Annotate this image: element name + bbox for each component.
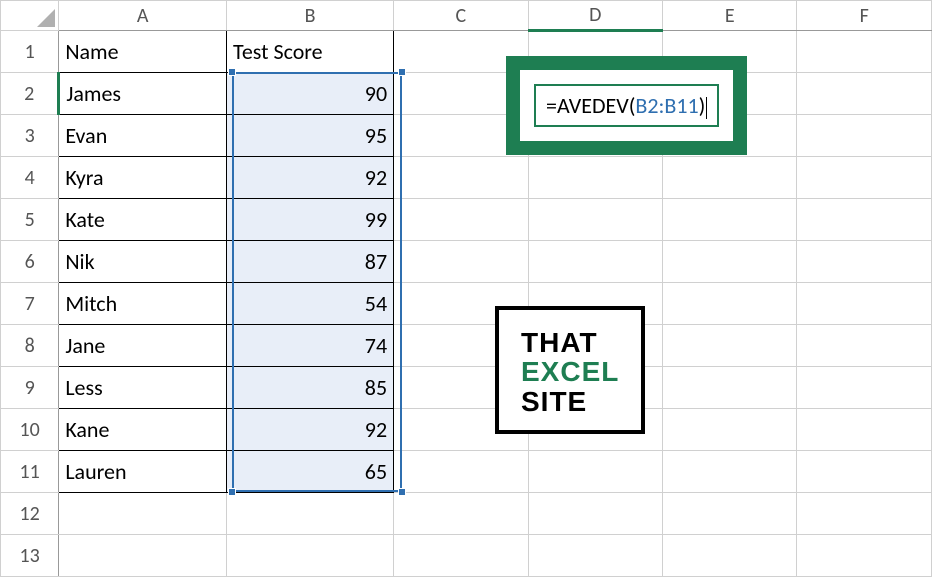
cell-B4[interactable]: 92 (227, 157, 394, 199)
cell-D12[interactable] (528, 493, 662, 535)
cell-D5[interactable] (528, 199, 662, 241)
cell-F6[interactable] (797, 241, 932, 283)
col-header-D[interactable]: D (528, 1, 662, 31)
cell-B13[interactable] (227, 535, 394, 577)
cell-C6[interactable] (394, 241, 528, 283)
row-header-11[interactable]: 11 (1, 451, 59, 493)
col-header-B[interactable]: B (227, 1, 394, 31)
col-header-A[interactable]: A (59, 1, 227, 31)
row-header-9[interactable]: 9 (1, 367, 59, 409)
cell-B9[interactable]: 85 (227, 367, 394, 409)
logo-line-3: SITE (521, 387, 619, 416)
cell-E4[interactable] (663, 157, 797, 199)
cell-F1[interactable] (797, 31, 932, 73)
cell-B7[interactable]: 54 (227, 283, 394, 325)
cell-B1[interactable]: Test Score (227, 31, 394, 73)
cell-B6[interactable]: 87 (227, 241, 394, 283)
row-header-13[interactable]: 13 (1, 535, 59, 577)
site-logo: THAT EXCEL SITE (495, 306, 645, 434)
cell-E8[interactable] (663, 325, 797, 367)
cell-A4[interactable]: Kyra (59, 157, 227, 199)
cell-E10[interactable] (663, 409, 797, 451)
row-header-6[interactable]: 6 (1, 241, 59, 283)
cell-B11[interactable]: 65 (227, 451, 394, 493)
col-header-C[interactable]: C (394, 1, 528, 31)
cell-A3[interactable]: Evan (59, 115, 227, 157)
row-header-5[interactable]: 5 (1, 199, 59, 241)
formula-callout: =AVEDEV(B2:B11) (506, 56, 747, 155)
row-header-3[interactable]: 3 (1, 115, 59, 157)
cell-B12[interactable] (227, 493, 394, 535)
cell-C5[interactable] (394, 199, 528, 241)
spreadsheet-grid[interactable]: A B C D E F 1 Name Test Score 2 James 90… (0, 0, 932, 577)
cell-A13[interactable] (59, 535, 227, 577)
cell-E13[interactable] (663, 535, 797, 577)
cell-C4[interactable] (394, 157, 528, 199)
cell-D6[interactable] (528, 241, 662, 283)
row-header-2[interactable]: 2 (1, 73, 59, 115)
col-header-F[interactable]: F (797, 1, 932, 31)
cell-F13[interactable] (797, 535, 932, 577)
select-all-corner[interactable] (1, 1, 59, 31)
cell-A6[interactable]: Nik (59, 241, 227, 283)
cell-E11[interactable] (663, 451, 797, 493)
cell-A1[interactable]: Name (59, 31, 227, 73)
cell-A2[interactable]: James (59, 73, 227, 115)
cell-E6[interactable] (663, 241, 797, 283)
cell-F2[interactable] (797, 73, 932, 115)
cell-C12[interactable] (394, 493, 528, 535)
row-header-12[interactable]: 12 (1, 493, 59, 535)
cell-A9[interactable]: Less (59, 367, 227, 409)
row-header-8[interactable]: 8 (1, 325, 59, 367)
logo-line-2: EXCEL (521, 357, 619, 386)
cell-D13[interactable] (528, 535, 662, 577)
cell-E7[interactable] (663, 283, 797, 325)
cell-F9[interactable] (797, 367, 932, 409)
cell-E12[interactable] (663, 493, 797, 535)
row-header-4[interactable]: 4 (1, 157, 59, 199)
formula-range-ref: B2:B11 (635, 92, 698, 119)
cell-F11[interactable] (797, 451, 932, 493)
row-header-10[interactable]: 10 (1, 409, 59, 451)
cell-F10[interactable] (797, 409, 932, 451)
cell-E5[interactable] (663, 199, 797, 241)
col-header-E[interactable]: E (663, 1, 797, 31)
formula-suffix: ) (699, 92, 706, 119)
cell-F12[interactable] (797, 493, 932, 535)
logo-line-1: THAT (521, 328, 619, 357)
text-cursor (706, 97, 707, 119)
cell-C11[interactable] (394, 451, 528, 493)
cell-B3[interactable]: 95 (227, 115, 394, 157)
cell-A10[interactable]: Kane (59, 409, 227, 451)
cell-D11[interactable] (528, 451, 662, 493)
formula-callout-outer: =AVEDEV(B2:B11) (506, 56, 747, 155)
cell-A7[interactable]: Mitch (59, 283, 227, 325)
cell-A8[interactable]: Jane (59, 325, 227, 367)
cell-B2[interactable]: 90 (227, 73, 394, 115)
cell-F8[interactable] (797, 325, 932, 367)
cell-B10[interactable]: 92 (227, 409, 394, 451)
cell-D4[interactable] (528, 157, 662, 199)
row-header-7[interactable]: 7 (1, 283, 59, 325)
cell-F5[interactable] (797, 199, 932, 241)
cell-E9[interactable] (663, 367, 797, 409)
cell-F3[interactable] (797, 115, 932, 157)
formula-editor[interactable]: =AVEDEV(B2:B11) (534, 84, 719, 127)
row-header-1[interactable]: 1 (1, 31, 59, 73)
cell-B8[interactable]: 74 (227, 325, 394, 367)
cell-B5[interactable]: 99 (227, 199, 394, 241)
cell-A12[interactable] (59, 493, 227, 535)
formula-prefix: =AVEDEV( (546, 92, 635, 119)
cell-F4[interactable] (797, 157, 932, 199)
grid-table[interactable]: A B C D E F 1 Name Test Score 2 James 90… (0, 0, 932, 577)
cell-C13[interactable] (394, 535, 528, 577)
cell-A5[interactable]: Kate (59, 199, 227, 241)
cell-F7[interactable] (797, 283, 932, 325)
cell-A11[interactable]: Lauren (59, 451, 227, 493)
